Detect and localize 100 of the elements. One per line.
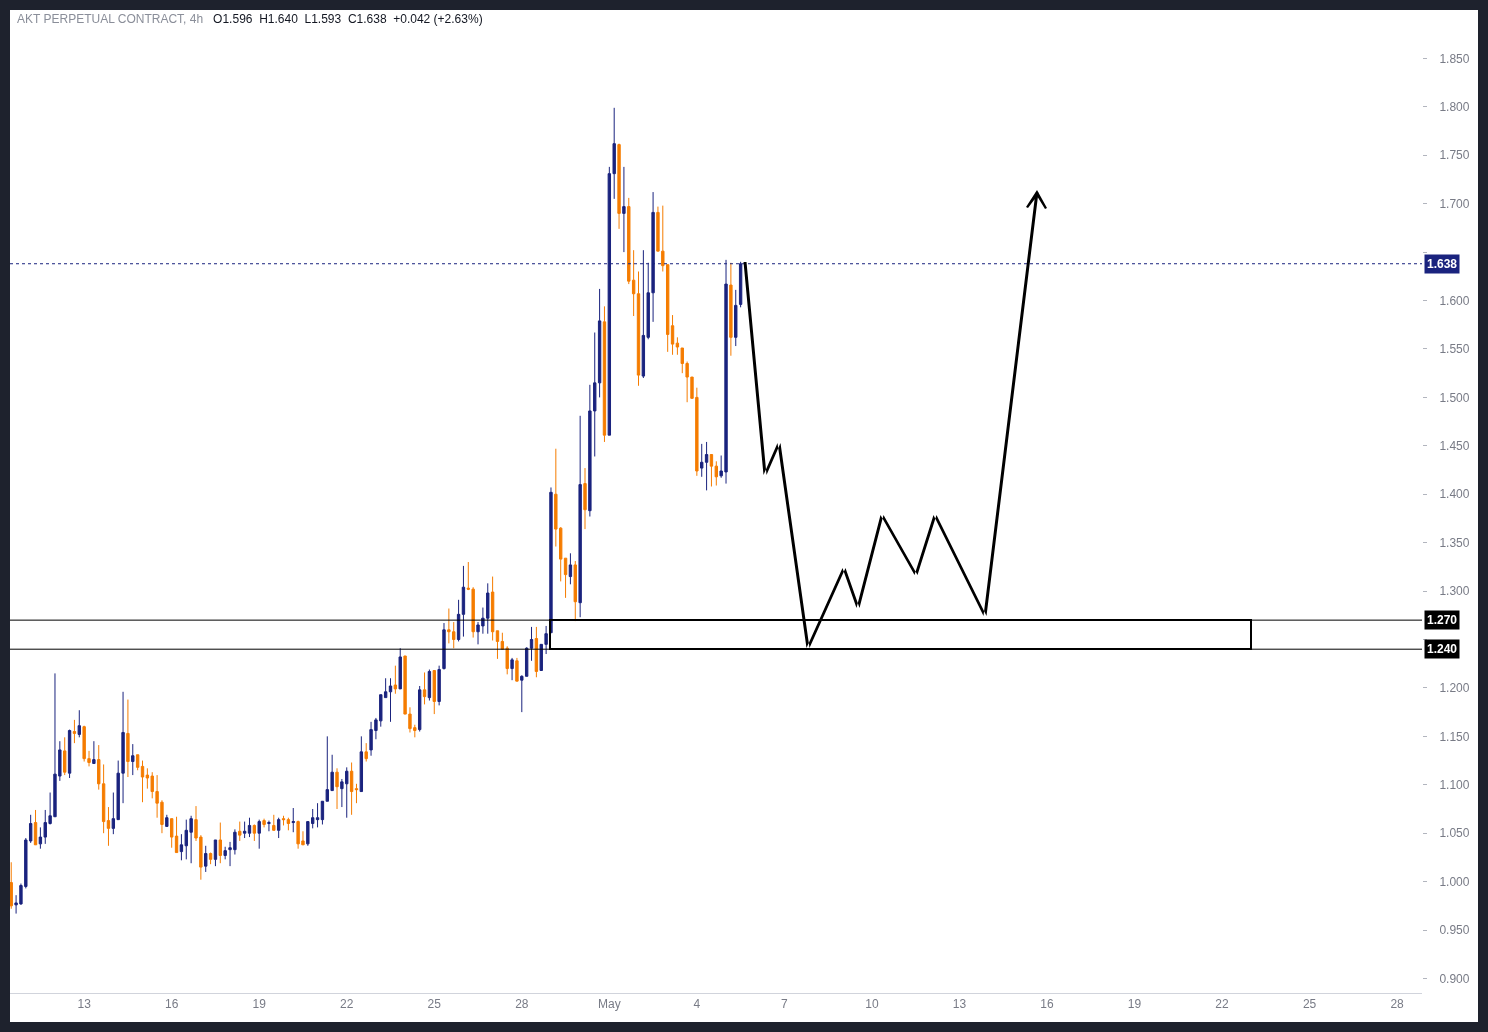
candlestick xyxy=(349,762,354,816)
candlestick xyxy=(223,846,227,860)
x-tick-label: 25 xyxy=(1302,997,1317,1012)
candlestick xyxy=(72,719,77,744)
x-tick-label: 7 xyxy=(781,997,789,1012)
candlestick xyxy=(218,822,222,864)
candlestick xyxy=(10,861,13,910)
candlestick xyxy=(291,807,295,833)
x-tick-label: 10 xyxy=(865,997,879,1012)
candlestick xyxy=(213,839,218,867)
candlestick xyxy=(568,552,573,585)
x-tick-label: 28 xyxy=(1390,997,1405,1012)
y-tick-label: 1.800 xyxy=(1439,100,1470,115)
candlestick xyxy=(106,806,111,847)
ref-line-label: 1.270 xyxy=(1427,613,1458,627)
candlestick xyxy=(286,817,291,831)
x-tick-label: 16 xyxy=(1040,997,1054,1012)
x-tick-label: 22 xyxy=(340,997,354,1012)
candlestick xyxy=(734,289,738,347)
y-tick-label: 1.050 xyxy=(1439,826,1470,841)
y-tick-label: 1.550 xyxy=(1439,342,1470,357)
candlestick xyxy=(267,820,271,832)
y-tick-label: 1.750 xyxy=(1439,148,1470,163)
candlestick xyxy=(208,852,213,865)
candlestick xyxy=(281,815,286,826)
chart-title: AKT PERPETUAL CONTRACT, 4h xyxy=(17,12,204,27)
candlestick xyxy=(456,599,461,642)
x-tick-label: 13 xyxy=(77,997,92,1012)
x-tick-label: May xyxy=(597,997,621,1012)
candlestick xyxy=(204,845,208,873)
candlestick xyxy=(169,818,174,849)
x-tick-label: 13 xyxy=(952,997,967,1012)
y-tick-label: 1.450 xyxy=(1439,439,1470,454)
candlestick xyxy=(461,565,466,638)
y-tick-label: 1.200 xyxy=(1439,681,1470,696)
candlestick xyxy=(393,665,398,695)
candlestick xyxy=(636,270,641,387)
x-tick-label: 19 xyxy=(1127,997,1142,1012)
y-tick-label: 0.900 xyxy=(1439,971,1470,986)
candlestick xyxy=(174,816,179,854)
candlestick xyxy=(583,467,587,530)
candlestick xyxy=(549,486,553,634)
x-tick-label: 22 xyxy=(1215,997,1230,1012)
candlestick xyxy=(495,630,500,660)
candlestick xyxy=(33,809,38,846)
candlestick xyxy=(335,767,339,810)
candlestick xyxy=(262,818,266,828)
candlestick xyxy=(602,305,607,443)
candlestick xyxy=(417,685,422,733)
candlestick xyxy=(573,560,577,622)
chart-subtitle: O1.596 H1.640 L1.593 C1.638 +0.042 (+2.63%) xyxy=(213,12,483,27)
candlestick xyxy=(354,783,359,804)
y-tick-label: 1.400 xyxy=(1439,487,1470,502)
candlestick xyxy=(729,262,733,357)
candlestick xyxy=(578,415,582,618)
candlestick xyxy=(442,622,446,671)
candlestick xyxy=(364,742,368,763)
y-tick-label: 1.000 xyxy=(1439,874,1470,889)
ref-line-label: 1.638 xyxy=(1427,257,1458,271)
x-tick-label: 28 xyxy=(515,997,529,1012)
candlestick xyxy=(398,647,402,690)
candlestick xyxy=(315,802,320,828)
candlestick xyxy=(359,735,364,793)
candlestick xyxy=(422,671,427,705)
x-tick-label: 16 xyxy=(165,997,179,1012)
candlestick xyxy=(77,709,81,738)
candlestick xyxy=(165,814,169,827)
candlestick xyxy=(510,657,514,681)
candlestick xyxy=(534,626,539,678)
candlestick xyxy=(622,166,626,253)
x-tick-label: 19 xyxy=(252,997,267,1012)
y-tick-label: 1.850 xyxy=(1439,51,1470,66)
y-tick-label: 1.350 xyxy=(1439,535,1470,550)
y-tick-label: 1.100 xyxy=(1439,777,1470,792)
candlestick xyxy=(247,817,252,838)
y-tick-label: 1.150 xyxy=(1439,729,1470,744)
candlestick xyxy=(515,657,519,682)
x-tick-label: 25 xyxy=(427,997,442,1012)
candlestick xyxy=(131,743,135,776)
ref-line-label: 1.240 xyxy=(1427,642,1458,656)
candlestick xyxy=(272,814,276,831)
candlestick xyxy=(432,670,436,715)
candlestick xyxy=(140,760,145,803)
candlestick xyxy=(242,821,247,839)
candlestick xyxy=(388,677,393,723)
candlestick xyxy=(67,729,72,779)
candlestick xyxy=(276,817,281,839)
candlestick xyxy=(704,441,709,491)
candlestick xyxy=(252,823,257,842)
candlestick xyxy=(617,143,621,230)
candlestick xyxy=(490,576,495,641)
y-tick-label: 1.600 xyxy=(1439,293,1470,308)
x-tick-label: 4 xyxy=(693,997,701,1012)
candlestick xyxy=(63,736,67,776)
candlestick xyxy=(437,665,441,706)
y-tick-label: 1.500 xyxy=(1439,390,1470,405)
candlestick xyxy=(238,821,242,842)
y-tick-label: 1.300 xyxy=(1439,584,1470,599)
y-tick-label: 0.950 xyxy=(1439,923,1470,938)
candlestick xyxy=(126,699,130,778)
